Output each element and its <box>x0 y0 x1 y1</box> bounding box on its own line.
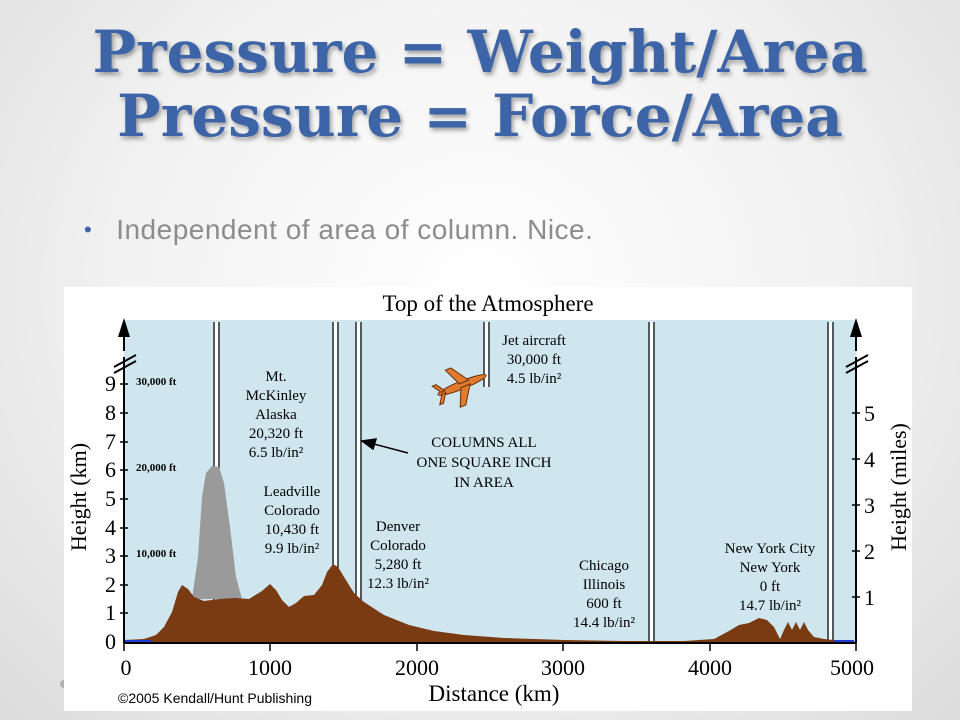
km-tick: 4 <box>105 515 116 540</box>
x-axis-title: Distance (km) <box>429 681 560 706</box>
svg-text:9.9 lb/in²: 9.9 lb/in² <box>265 541 320 557</box>
jet-aircraft-icon <box>431 367 487 409</box>
terrain-profile <box>124 564 856 643</box>
km-tick: 2 <box>105 572 116 597</box>
mckinley-mountain <box>192 466 242 599</box>
mile-tick: 5 <box>864 401 875 426</box>
copyright-text: ©2005 Kendall/Hunt Publishing <box>118 690 312 706</box>
bullet-text: Independent of area of column. Nice. <box>116 214 594 245</box>
columns-note: COLUMNS ALL ONE SQUARE INCH IN AREA <box>417 435 552 491</box>
ft-mark-10000: 10,000 ft <box>136 548 177 560</box>
y-left-axis-title: Height (km) <box>66 443 91 551</box>
svg-text:Chicago: Chicago <box>579 558 629 574</box>
ft-mark-20000: 20,000 ft <box>136 462 177 474</box>
svg-text:14.4 lb/in²: 14.4 lb/in² <box>573 615 636 631</box>
title-line-1: Pressure = Weight/Area <box>92 18 868 86</box>
atmosphere-figure: Top of the Atmosphere <box>64 287 912 711</box>
ft-marks: 10,000 ft 20,000 ft 30,000 ft <box>136 376 177 560</box>
svg-text:Colorado: Colorado <box>264 503 320 519</box>
svg-text:McKinley: McKinley <box>246 388 307 404</box>
km-tick: 8 <box>105 400 116 425</box>
top-of-atmosphere-label: Top of the Atmosphere <box>382 291 593 316</box>
left-axis-arrow-icon <box>118 318 130 337</box>
km-tick: 6 <box>105 457 116 482</box>
svg-text:14.7 lb/in²: 14.7 lb/in² <box>739 598 802 614</box>
x-tick: 3000 <box>541 655 585 680</box>
x-tick: 0 <box>121 655 132 680</box>
svg-text:COLUMNS ALL: COLUMNS ALL <box>431 435 536 451</box>
svg-text:5,280 ft: 5,280 ft <box>375 557 422 573</box>
svg-text:6.5 lb/in²: 6.5 lb/in² <box>249 445 304 461</box>
svg-text:Mt.: Mt. <box>265 369 286 385</box>
svg-text:Alaska: Alaska <box>255 407 297 423</box>
y-right-axis-title: Height (miles) <box>886 423 911 551</box>
km-tick: 1 <box>105 600 116 625</box>
svg-text:0 ft: 0 ft <box>760 579 781 595</box>
svg-text:10,430 ft: 10,430 ft <box>265 522 320 538</box>
chicago-label: Chicago Illinois 600 ft 14.4 lb/in² <box>573 558 636 631</box>
columns-arrow <box>360 438 409 454</box>
svg-text:4.5 lb/in²: 4.5 lb/in² <box>507 371 562 387</box>
svg-text:New York: New York <box>740 560 801 576</box>
svg-text:20,320 ft: 20,320 ft <box>249 426 304 442</box>
svg-text:Illinois: Illinois <box>583 577 626 593</box>
mile-tick: 4 <box>864 447 875 472</box>
svg-text:Denver: Denver <box>376 519 420 535</box>
bullet-item: • Independent of area of column. Nice. <box>84 214 593 246</box>
km-tick: 9 <box>105 371 116 396</box>
km-tick-labels: 0 1 2 3 4 5 6 7 8 9 <box>105 371 116 654</box>
sky-area <box>124 320 856 642</box>
svg-text:12.3 lb/in²: 12.3 lb/in² <box>367 576 430 592</box>
km-tick: 0 <box>105 629 116 654</box>
new-york-label: New York City New York 0 ft 14.7 lb/in² <box>725 541 816 614</box>
svg-text:600 ft: 600 ft <box>586 596 622 612</box>
x-tick: 2000 <box>395 655 439 680</box>
svg-text:Colorado: Colorado <box>370 538 426 554</box>
x-tick: 1000 <box>248 655 292 680</box>
mile-tick: 2 <box>864 539 875 564</box>
svg-text:Jet aircraft: Jet aircraft <box>502 333 567 349</box>
title-line-2: Pressure = Force/Area <box>117 82 843 150</box>
x-tick: 4000 <box>688 655 732 680</box>
km-tick: 7 <box>105 429 116 454</box>
jet-aircraft-label: Jet aircraft 30,000 ft 4.5 lb/in² <box>502 333 567 387</box>
mckinley-label: Mt. McKinley Alaska 20,320 ft 6.5 lb/in² <box>246 369 307 461</box>
leadville-label: Leadville Colorado 10,430 ft 9.9 lb/in² <box>264 484 321 557</box>
right-axis-arrow-icon <box>850 318 862 337</box>
x-tick-labels: 0 1000 2000 3000 4000 5000 <box>121 655 875 680</box>
slide-title: Pressure = Weight/Area Pressure = Force/… <box>0 20 960 148</box>
bullet-icon: • <box>84 217 93 242</box>
mile-tick-labels: 1 2 3 4 5 <box>864 401 875 610</box>
svg-text:ONE SQUARE INCH: ONE SQUARE INCH <box>417 455 552 471</box>
km-tick: 3 <box>105 543 116 568</box>
mile-tick: 3 <box>864 493 875 518</box>
svg-text:New York City: New York City <box>725 541 816 557</box>
svg-text:IN AREA: IN AREA <box>454 475 514 491</box>
x-tick: 5000 <box>830 655 874 680</box>
svg-text:Leadville: Leadville <box>264 484 321 500</box>
denver-label: Denver Colorado 5,280 ft 12.3 lb/in² <box>367 519 430 592</box>
km-tick: 5 <box>105 486 116 511</box>
ft-mark-30000: 30,000 ft <box>136 376 177 388</box>
svg-text:30,000 ft: 30,000 ft <box>507 352 562 368</box>
mile-tick: 1 <box>864 585 875 610</box>
